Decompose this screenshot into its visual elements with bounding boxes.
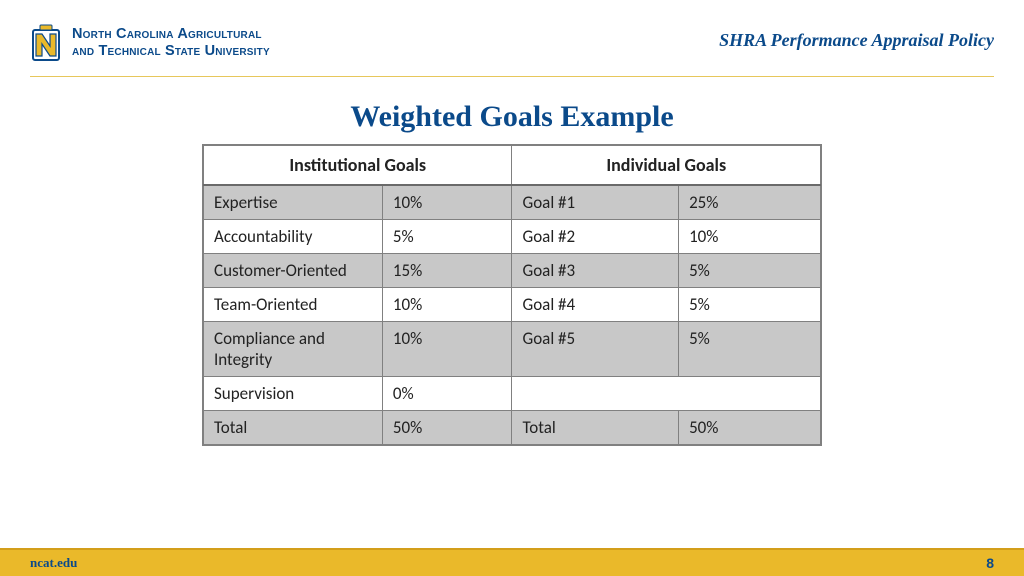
table-cell: 15% [382,254,512,288]
footer-url: ncat.edu [30,555,77,571]
table-cell: 5% [679,322,821,377]
table-cell: 5% [679,254,821,288]
col-header-institutional: Institutional Goals [204,146,512,186]
slide: North Carolina Agricultural and Technica… [0,0,1024,576]
table-cell: 5% [382,220,512,254]
page-number: 8 [986,555,994,571]
header-rule [30,76,994,77]
table-cell: 10% [382,185,512,220]
table-cell: Goal #2 [512,220,679,254]
table-cell: 0% [382,377,512,411]
table-row: Customer-Oriented15%Goal #35% [204,254,821,288]
table-row: Accountability5%Goal #210% [204,220,821,254]
university-name: North Carolina Agricultural and Technica… [72,26,270,59]
table-cell: Goal #3 [512,254,679,288]
table-cell: 50% [679,411,821,445]
table-header-row: Institutional Goals Individual Goals [204,146,821,186]
table-cell: 25% [679,185,821,220]
table-cell: Supervision [204,377,383,411]
page-title: Weighted Goals Example [0,100,1024,134]
logo-icon [30,22,62,64]
header: North Carolina Agricultural and Technica… [30,22,994,74]
table-body: Expertise10%Goal #125%Accountability5%Go… [204,185,821,445]
table-cell: Goal #1 [512,185,679,220]
col-header-individual: Individual Goals [512,146,821,186]
footer: ncat.edu 8 [0,548,1024,576]
table-cell: Goal #5 [512,322,679,377]
table-cell: Total [512,411,679,445]
table-cell: 10% [382,322,512,377]
table-row: Supervision0% [204,377,821,411]
table-cell: Customer-Oriented [204,254,383,288]
university-line1: North Carolina Agricultural [72,26,262,42]
table-row: Total50%Total50% [204,411,821,445]
table-row: Expertise10%Goal #125% [204,185,821,220]
table-cell: Compliance and Integrity [204,322,383,377]
table-cell [512,377,821,411]
table-row: Team-Oriented10%Goal #45% [204,288,821,322]
table-cell: 50% [382,411,512,445]
table-cell: Accountability [204,220,383,254]
table-cell: Total [204,411,383,445]
table-cell: Team-Oriented [204,288,383,322]
table-cell: 10% [679,220,821,254]
table-cell: 5% [679,288,821,322]
goals-table: Institutional Goals Individual Goals Exp… [202,144,822,446]
table-cell: Goal #4 [512,288,679,322]
policy-title: SHRA Performance Appraisal Policy [719,30,994,51]
table-cell: Expertise [204,185,383,220]
table-cell: 10% [382,288,512,322]
table-row: Compliance and Integrity10%Goal #55% [204,322,821,377]
university-line2: and Technical State University [72,43,270,60]
